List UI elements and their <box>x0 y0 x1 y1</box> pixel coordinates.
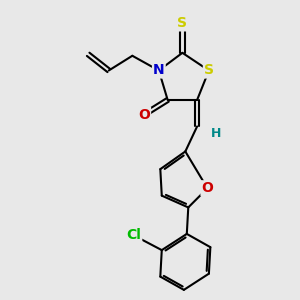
Text: H: H <box>211 127 221 140</box>
Text: S: S <box>177 16 188 30</box>
Text: N: N <box>153 64 165 77</box>
Text: O: O <box>138 108 150 122</box>
Text: S: S <box>204 64 214 77</box>
Text: Cl: Cl <box>126 228 141 242</box>
Text: O: O <box>202 181 213 195</box>
